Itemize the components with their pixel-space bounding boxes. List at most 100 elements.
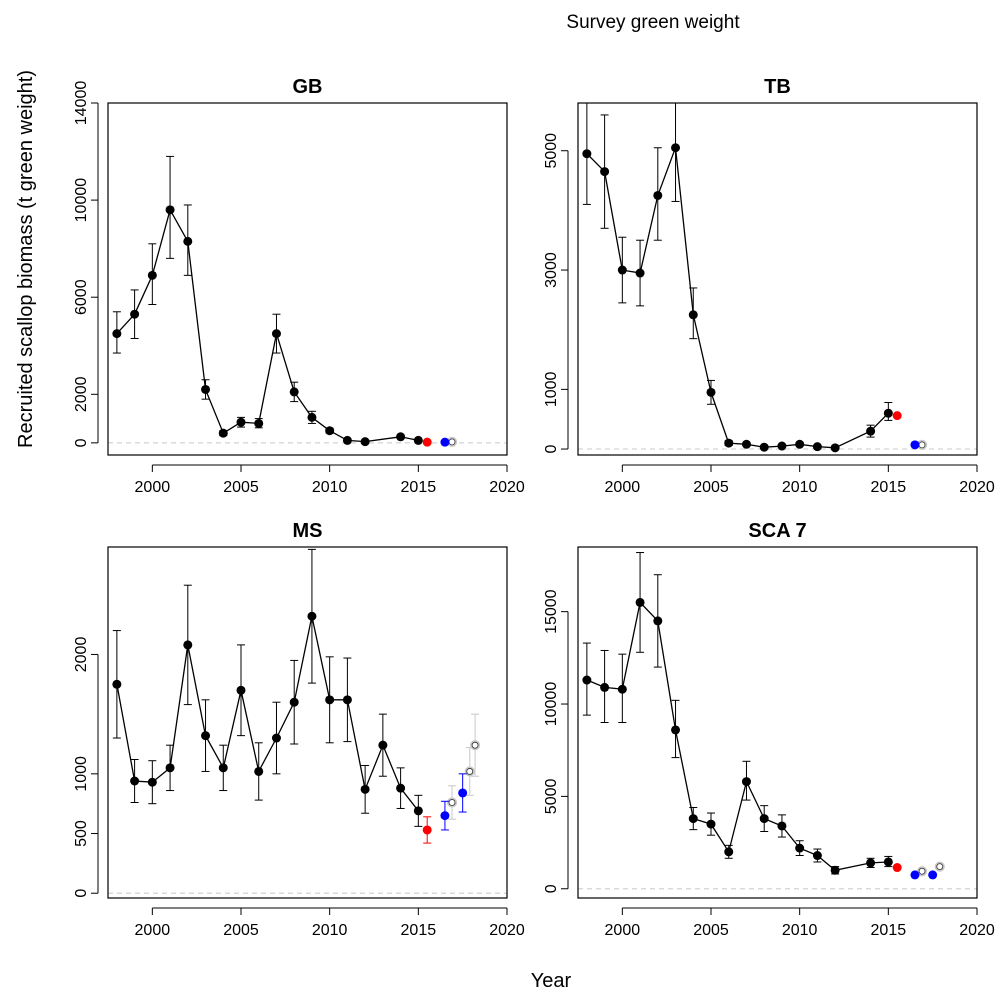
- observed-point: [600, 682, 610, 692]
- observed-point: [795, 439, 805, 449]
- observed-point: [218, 428, 228, 438]
- observed-point: [307, 611, 317, 621]
- observed-point: [183, 640, 193, 650]
- y-tick-label: 6000: [73, 279, 90, 315]
- observed-point: [759, 814, 769, 824]
- panel-tb: TB 2000 2005 2010 2015 2020 0 1000 3000 5000: [543, 76, 995, 496]
- observed-point: [653, 616, 663, 626]
- observed-point: [706, 819, 716, 829]
- x-tick-label: 2015: [871, 479, 907, 496]
- x-tick-label: 2005: [223, 922, 259, 939]
- observed-point: [671, 725, 681, 735]
- observed-point: [307, 412, 317, 422]
- plot-frame: [107, 102, 508, 456]
- highlight-point: [892, 411, 902, 421]
- observed-point: [183, 236, 193, 246]
- observed-point: [741, 777, 751, 787]
- observed-point: [617, 684, 627, 694]
- plot-area: [582, 552, 945, 880]
- observed-point: [777, 441, 787, 451]
- plot-frame: [577, 546, 978, 899]
- y-tick-label: 0: [73, 889, 90, 898]
- observed-point: [706, 387, 716, 397]
- panel-title: MS: [293, 520, 323, 542]
- plot-area: [582, 103, 928, 453]
- observed-point: [777, 821, 787, 831]
- panel-ms: MS 2000 2005 2010 2015 2020 0 500 1000 2000: [73, 520, 525, 939]
- observed-point: [635, 597, 645, 607]
- observed-point: [378, 740, 388, 750]
- observed-point: [617, 265, 627, 275]
- observed-point: [830, 865, 840, 875]
- observed-point: [812, 442, 822, 452]
- forecast-point: [440, 437, 450, 447]
- observed-point: [165, 205, 175, 215]
- x-tick-label: 2010: [782, 922, 818, 939]
- y-tick-label: 1000: [543, 371, 560, 407]
- observed-point: [289, 697, 299, 707]
- y-tick-label: 2000: [73, 637, 90, 673]
- x-axis-title: Year: [531, 970, 572, 992]
- observed-point: [147, 270, 157, 280]
- projection-point-outline: [471, 741, 479, 749]
- y-tick-label: 500: [73, 820, 90, 847]
- observed-point: [759, 442, 769, 452]
- panel-title: SCA 7: [748, 520, 806, 542]
- observed-point: [600, 167, 610, 177]
- observed-point: [271, 329, 281, 339]
- x-tick-label: 2020: [959, 479, 995, 496]
- observed-series-line: [116, 616, 419, 812]
- y-tick-label: 10000: [543, 682, 560, 727]
- observed-point: [582, 149, 592, 159]
- panel-sca7: SCA 7 2000 2005 2010 2015 2020 0 5000 10000 15000: [543, 520, 995, 939]
- x-tick-label: 2005: [693, 922, 729, 939]
- forecast-point: [928, 870, 938, 880]
- projection-point-outline: [448, 799, 456, 806]
- highlight-point: [422, 825, 432, 835]
- x-tick-label: 2020: [959, 922, 995, 939]
- observed-point: [271, 733, 281, 743]
- projection-point-outline: [936, 863, 944, 870]
- observed-point: [413, 806, 423, 816]
- observed-point: [741, 439, 751, 449]
- observed-point: [254, 418, 264, 428]
- forecast-point: [458, 788, 468, 798]
- observed-point: [795, 843, 805, 853]
- observed-point: [830, 443, 840, 453]
- x-tick-label: 2010: [312, 922, 348, 939]
- panel-title: TB: [764, 76, 791, 98]
- x-tick-label: 2015: [401, 922, 437, 939]
- highlight-point: [422, 437, 432, 447]
- observed-point: [289, 387, 299, 397]
- observed-point: [812, 851, 822, 861]
- observed-point: [236, 685, 246, 695]
- observed-series-line: [116, 208, 419, 443]
- observed-point: [201, 384, 211, 394]
- observed-point: [688, 814, 698, 824]
- observed-point: [342, 435, 352, 445]
- observed-point: [342, 695, 352, 705]
- x-tick-label: 2010: [782, 479, 818, 496]
- figure-title: Survey green weight: [566, 12, 740, 33]
- y-tick-label: 15000: [543, 589, 560, 634]
- observed-point: [396, 783, 406, 793]
- observed-point: [112, 329, 122, 339]
- panel-title: GB: [293, 76, 323, 98]
- observed-point: [218, 763, 228, 773]
- observed-point: [130, 776, 140, 786]
- x-tick-label: 2020: [489, 479, 525, 496]
- observed-point: [724, 438, 734, 448]
- x-tick-label: 2000: [135, 922, 171, 939]
- observed-point: [325, 426, 335, 436]
- observed-point: [201, 731, 211, 741]
- observed-point: [254, 766, 264, 776]
- observed-point: [653, 190, 663, 200]
- forecast-point: [440, 811, 450, 821]
- observed-point: [165, 763, 175, 773]
- x-tick-label: 2000: [605, 479, 641, 496]
- y-axis-title: Recruited scallop biomass (t green weigh…: [15, 70, 37, 448]
- observed-point: [635, 268, 645, 278]
- observed-point: [396, 432, 406, 442]
- y-tick-label: 10000: [73, 178, 90, 223]
